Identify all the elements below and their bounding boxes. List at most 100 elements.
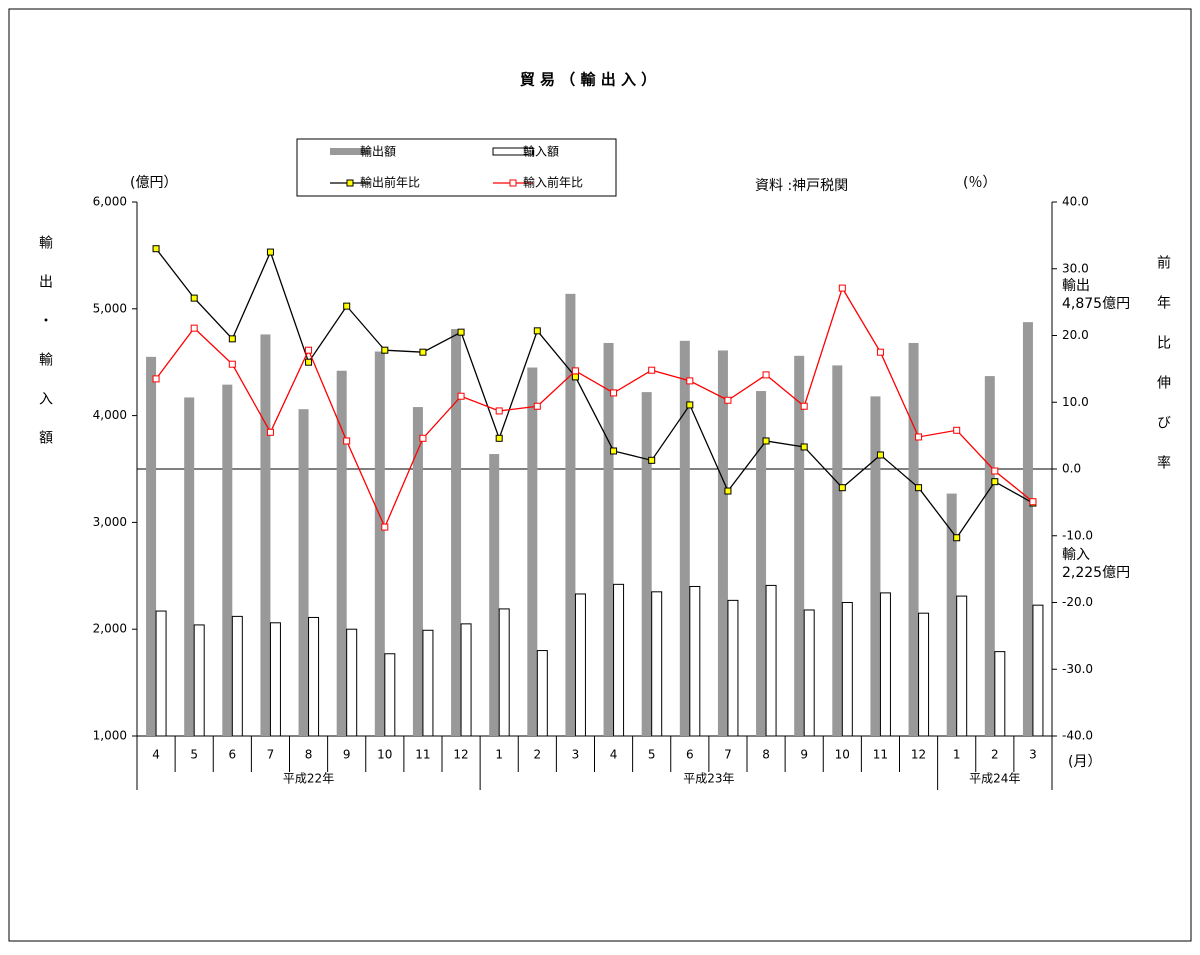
y2-axis-label: 前年比伸び率 — [1155, 254, 1171, 495]
bar — [498, 608, 510, 737]
x-tick-label: 4 — [610, 748, 618, 762]
annotation: 輸入 — [1062, 547, 1090, 563]
marker — [648, 456, 656, 464]
x-tick-label: 11 — [415, 748, 430, 762]
marker — [838, 484, 846, 492]
legend-label: 輸入前年比 — [523, 175, 583, 190]
x-tick-label: 3 — [1029, 748, 1037, 762]
bar — [298, 409, 309, 736]
bar — [422, 629, 434, 737]
marker — [991, 478, 999, 486]
bar — [536, 650, 548, 737]
marker — [648, 366, 656, 374]
bar — [794, 355, 805, 736]
marker — [419, 348, 427, 356]
x-tick-label: 7 — [267, 748, 275, 762]
x-tick-label: 10 — [835, 748, 850, 762]
x-tick-label: 10 — [377, 748, 392, 762]
bar — [756, 391, 767, 736]
y2-tick-label: 40.0 — [1062, 195, 1089, 209]
marker — [228, 360, 236, 368]
y-tick-label: 3,000 — [93, 515, 127, 529]
bar — [374, 351, 385, 736]
x-group-label: 平成24年 — [969, 772, 1020, 786]
bar — [727, 599, 739, 737]
marker — [266, 428, 274, 436]
bar — [994, 651, 1006, 737]
y2-tick-label: 0.0 — [1062, 462, 1081, 476]
y2-tick-label: -20.0 — [1062, 595, 1093, 609]
y2-tick-label: 10.0 — [1062, 395, 1089, 409]
bar — [879, 592, 891, 737]
bar — [308, 616, 320, 737]
bar — [489, 454, 500, 736]
bar — [803, 609, 815, 737]
marker — [686, 401, 694, 409]
marker — [915, 433, 923, 441]
marker — [800, 402, 808, 410]
annotation: 輸出 — [1062, 278, 1090, 294]
marker — [724, 396, 732, 404]
marker — [419, 434, 427, 442]
chart-title: 貿 易 （ 輸 出 入 ） — [520, 71, 656, 89]
legend-label: 輸出前年比 — [360, 175, 420, 190]
x-tick-label: 12 — [911, 748, 926, 762]
y-tick-label: 4,000 — [93, 408, 127, 422]
marker — [724, 487, 732, 495]
marker — [1029, 498, 1037, 506]
y2-tick-label: 30.0 — [1062, 261, 1089, 275]
x-tick-label: 11 — [873, 748, 888, 762]
bar — [527, 367, 538, 736]
marker — [876, 451, 884, 459]
marker — [762, 371, 770, 379]
x-group-label: 平成23年 — [683, 772, 734, 786]
marker — [495, 434, 503, 442]
marker — [876, 348, 884, 356]
marker — [343, 302, 351, 310]
bar — [260, 334, 271, 736]
marker — [838, 284, 846, 292]
marker — [190, 294, 198, 302]
legend-swatch — [492, 147, 534, 156]
y-tick-label: 1,000 — [93, 729, 127, 743]
bar — [870, 396, 881, 736]
x-tick-label: 1 — [495, 748, 503, 762]
x-tick-label: 3 — [572, 748, 580, 762]
x-tick-label: 6 — [228, 748, 236, 762]
bar — [336, 370, 347, 736]
y-tick-label: 2,000 — [93, 622, 127, 636]
x-tick-label: 8 — [762, 748, 770, 762]
annotation: 2,225億円 — [1062, 565, 1130, 581]
marker — [610, 389, 618, 397]
bar — [384, 653, 396, 737]
bar — [956, 595, 968, 737]
x-tick-label: 1 — [953, 748, 961, 762]
x-tick-label: 2 — [991, 748, 999, 762]
marker — [495, 407, 503, 415]
marker — [915, 484, 923, 492]
legend-label: 輸出額 — [360, 144, 396, 159]
x-tick-label: 9 — [343, 748, 351, 762]
source: 資料 :神戸税関 — [755, 178, 848, 194]
marker — [533, 402, 541, 410]
line — [155, 286, 1034, 529]
y2-tick-label: -10.0 — [1062, 528, 1093, 542]
bar — [603, 342, 614, 736]
marker — [305, 358, 313, 366]
bar — [908, 342, 919, 736]
bar — [184, 397, 195, 736]
bar — [412, 407, 423, 736]
marker — [800, 443, 808, 451]
bar — [565, 293, 576, 736]
legend-marker — [509, 179, 517, 187]
y-tick-label: 5,000 — [93, 301, 127, 315]
marker — [457, 328, 465, 336]
marker — [533, 327, 541, 335]
x-tick-label: 4 — [152, 748, 160, 762]
marker — [953, 426, 961, 434]
x-tick-label: 7 — [724, 748, 732, 762]
bar — [460, 623, 472, 737]
marker — [266, 248, 274, 256]
bar — [641, 392, 652, 736]
